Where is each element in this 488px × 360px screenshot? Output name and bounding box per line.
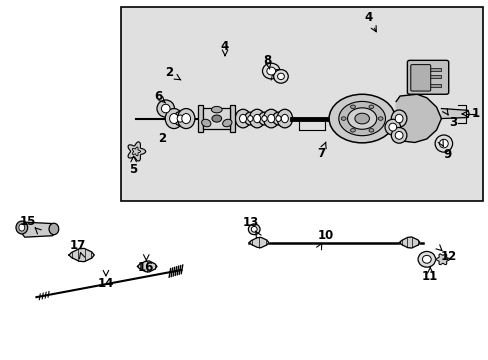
Ellipse shape xyxy=(417,251,435,267)
Polygon shape xyxy=(249,237,268,248)
Polygon shape xyxy=(399,237,419,248)
Ellipse shape xyxy=(394,131,402,139)
Circle shape xyxy=(377,117,382,120)
Circle shape xyxy=(354,113,369,124)
Circle shape xyxy=(350,129,355,132)
Ellipse shape xyxy=(273,69,287,83)
Circle shape xyxy=(328,94,394,143)
Ellipse shape xyxy=(211,107,222,113)
Circle shape xyxy=(341,117,346,120)
Text: 13: 13 xyxy=(242,216,258,229)
Ellipse shape xyxy=(248,224,260,235)
Bar xyxy=(120,7,482,202)
Ellipse shape xyxy=(388,123,396,131)
Text: 9: 9 xyxy=(443,148,451,161)
Ellipse shape xyxy=(161,104,170,113)
Text: 7: 7 xyxy=(317,147,325,160)
Ellipse shape xyxy=(251,226,257,232)
Ellipse shape xyxy=(390,110,406,127)
Text: 8: 8 xyxy=(263,54,271,67)
Ellipse shape xyxy=(169,113,178,123)
Circle shape xyxy=(211,115,221,122)
Bar xyxy=(198,105,203,132)
Polygon shape xyxy=(395,94,441,143)
Ellipse shape xyxy=(422,255,430,263)
Ellipse shape xyxy=(222,119,231,127)
Text: 10: 10 xyxy=(317,229,334,242)
Circle shape xyxy=(338,102,385,136)
Ellipse shape xyxy=(258,112,270,125)
Ellipse shape xyxy=(182,113,190,123)
Ellipse shape xyxy=(266,67,275,75)
Ellipse shape xyxy=(262,63,280,79)
Ellipse shape xyxy=(247,116,252,121)
Ellipse shape xyxy=(272,112,284,125)
Text: 16: 16 xyxy=(138,261,154,274)
FancyBboxPatch shape xyxy=(410,64,430,91)
Text: 14: 14 xyxy=(98,277,114,290)
Ellipse shape xyxy=(253,114,260,123)
Polygon shape xyxy=(137,261,157,272)
Text: 5: 5 xyxy=(129,163,138,176)
Polygon shape xyxy=(69,248,94,262)
Text: 3: 3 xyxy=(448,116,457,129)
Ellipse shape xyxy=(434,135,452,152)
Ellipse shape xyxy=(261,116,266,121)
Polygon shape xyxy=(436,254,448,265)
Ellipse shape xyxy=(277,73,284,80)
Text: 17: 17 xyxy=(70,239,86,252)
Ellipse shape xyxy=(49,223,59,235)
Circle shape xyxy=(347,108,376,129)
Polygon shape xyxy=(128,142,145,161)
Circle shape xyxy=(368,105,373,109)
Ellipse shape xyxy=(384,119,400,135)
Ellipse shape xyxy=(267,114,274,123)
Ellipse shape xyxy=(390,127,406,143)
Ellipse shape xyxy=(275,116,281,121)
Text: 1: 1 xyxy=(470,107,479,120)
Ellipse shape xyxy=(277,109,292,128)
Text: 2: 2 xyxy=(158,132,165,145)
Ellipse shape xyxy=(249,109,264,128)
Text: 4: 4 xyxy=(364,11,372,24)
Ellipse shape xyxy=(263,109,279,128)
Ellipse shape xyxy=(16,221,28,234)
Ellipse shape xyxy=(174,111,186,126)
Circle shape xyxy=(350,105,355,109)
Ellipse shape xyxy=(394,114,402,123)
Ellipse shape xyxy=(239,114,246,123)
Text: 2: 2 xyxy=(165,66,173,79)
Bar xyxy=(229,105,234,132)
Ellipse shape xyxy=(439,139,447,148)
Ellipse shape xyxy=(177,109,195,129)
Polygon shape xyxy=(441,109,468,118)
Ellipse shape xyxy=(281,114,288,123)
FancyBboxPatch shape xyxy=(407,60,448,94)
Text: 15: 15 xyxy=(20,215,36,228)
Text: 12: 12 xyxy=(440,250,456,263)
Bar xyxy=(424,84,441,87)
Text: 4: 4 xyxy=(221,40,229,53)
Ellipse shape xyxy=(235,109,250,128)
Ellipse shape xyxy=(19,224,25,231)
Bar xyxy=(203,108,229,129)
Ellipse shape xyxy=(201,119,210,127)
Ellipse shape xyxy=(177,115,183,122)
Ellipse shape xyxy=(157,100,174,117)
Circle shape xyxy=(368,129,373,132)
Text: 6: 6 xyxy=(154,90,162,103)
Bar xyxy=(424,68,441,71)
Bar xyxy=(424,75,441,78)
Ellipse shape xyxy=(244,112,256,125)
Text: 11: 11 xyxy=(421,270,437,283)
Polygon shape xyxy=(20,222,56,237)
Ellipse shape xyxy=(165,109,183,129)
